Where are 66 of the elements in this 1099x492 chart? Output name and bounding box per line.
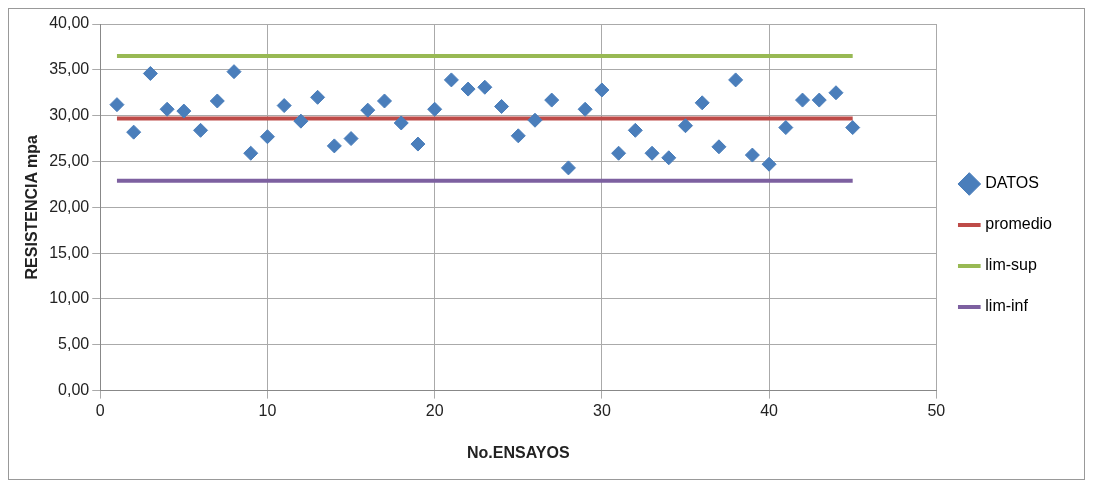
legend-label: DATOS <box>985 174 1039 192</box>
point <box>276 98 292 114</box>
point <box>744 147 760 163</box>
point <box>226 64 242 80</box>
y-tick-label: 5,00 <box>58 335 90 353</box>
point <box>845 120 861 136</box>
point <box>443 72 459 88</box>
y-axis-title: RESISTENCIA mpa <box>23 135 41 280</box>
point <box>594 82 610 98</box>
legend-label: lim-inf <box>985 297 1029 315</box>
y-tick-label: 40,00 <box>49 14 90 32</box>
point <box>494 98 510 114</box>
point <box>778 120 794 136</box>
point <box>828 85 844 101</box>
point <box>142 65 158 81</box>
point <box>728 72 744 88</box>
point <box>527 112 543 128</box>
legend-label: promedio <box>985 215 1053 233</box>
point <box>811 92 827 108</box>
point <box>460 81 476 97</box>
point <box>577 101 593 117</box>
point <box>661 150 677 166</box>
point <box>644 145 660 161</box>
point <box>677 118 693 134</box>
point <box>544 92 560 108</box>
point <box>761 156 777 172</box>
point <box>293 113 309 129</box>
point <box>109 97 125 113</box>
point <box>193 122 209 138</box>
x-axis-title: No.ENSAYOS <box>466 443 570 461</box>
legend-label: lim-sup <box>985 256 1037 274</box>
point <box>259 129 275 145</box>
point <box>243 145 259 161</box>
point <box>477 79 493 95</box>
point <box>310 89 326 105</box>
y-tick-label: 35,00 <box>49 60 90 78</box>
point <box>126 124 142 140</box>
x-tick-label: 40 <box>760 401 779 419</box>
x-tick-label: 20 <box>425 401 444 419</box>
point <box>393 115 409 131</box>
point <box>510 128 526 144</box>
point <box>176 103 192 119</box>
x-tick-label: 30 <box>592 401 611 419</box>
point <box>694 95 710 111</box>
y-tick-label: 30,00 <box>49 106 90 124</box>
point <box>377 93 392 109</box>
point <box>611 145 627 161</box>
y-tick-label: 10,00 <box>49 289 90 307</box>
x-tick-label: 10 <box>258 401 277 419</box>
y-tick-label: 0,00 <box>58 381 90 399</box>
y-tick-label: 15,00 <box>49 243 90 261</box>
point <box>711 139 727 155</box>
point <box>343 131 359 147</box>
y-tick-label: 20,00 <box>49 197 90 215</box>
point <box>427 101 443 117</box>
point <box>560 160 576 176</box>
x-tick-label: 0 <box>95 401 105 419</box>
point <box>209 93 225 109</box>
point <box>410 136 426 152</box>
point <box>159 101 175 117</box>
x-tick-label: 50 <box>927 401 946 419</box>
point <box>627 122 643 138</box>
y-tick-label: 25,00 <box>49 151 90 169</box>
point <box>326 138 342 154</box>
point <box>795 92 811 108</box>
point <box>360 102 376 118</box>
